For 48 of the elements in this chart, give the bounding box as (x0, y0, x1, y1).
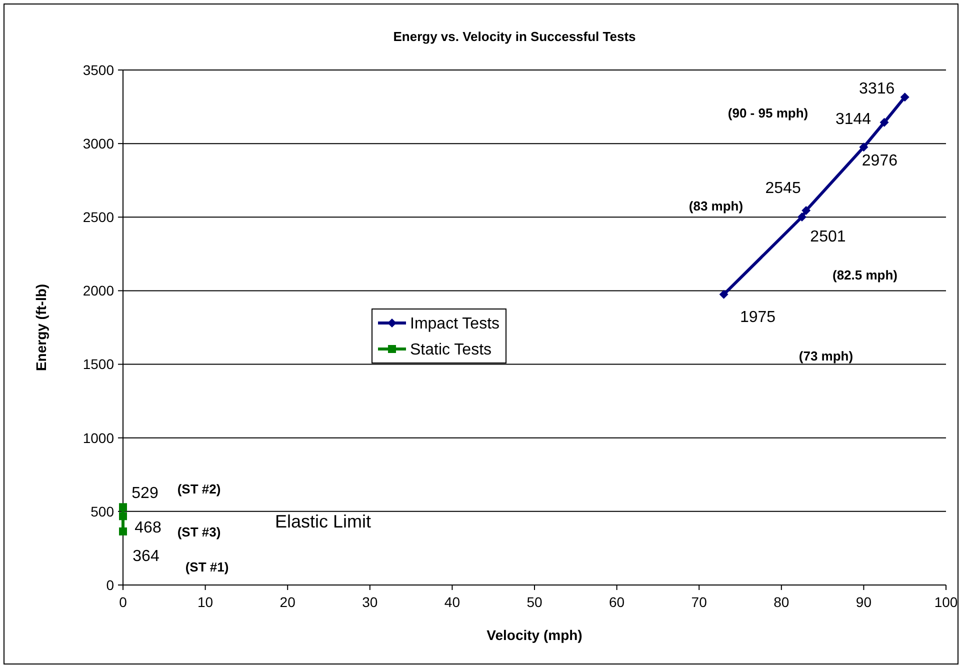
point (802, 206, 811, 216)
y-tick-label: 2500 (82, 209, 114, 226)
data-label: 1975 (740, 308, 776, 326)
annotation: (ST #3) (177, 524, 221, 540)
y-tick-label: 2000 (82, 282, 114, 299)
data-label: 3144 (835, 110, 872, 128)
x-tick-label: 90 (856, 594, 872, 610)
data-label: 2976 (862, 152, 898, 170)
y-tick-label: 1500 (82, 356, 114, 372)
y-tick-label: 3000 (82, 135, 114, 152)
annotation: (83 mph) (688, 198, 744, 214)
x-tick-label: 30 (362, 594, 378, 610)
annotation: (ST #1) (185, 560, 229, 575)
point (119, 527, 127, 536)
annotation: (ST #2) (177, 482, 221, 497)
point (797, 212, 806, 222)
point (859, 142, 868, 152)
y-tick-label: 3500 (82, 62, 114, 78)
data-label: 468 (134, 520, 162, 537)
y-tick-label: 500 (90, 503, 114, 520)
x-tick-label: 10 (198, 594, 214, 610)
x-tick-label: 20 (280, 594, 296, 610)
data-label: 529 (132, 484, 158, 502)
x-tick-label: 80 (774, 594, 790, 610)
y-tick-label: 0 (106, 576, 114, 593)
y-axis-title: Energy (ft-lb) (33, 284, 49, 372)
annotation: (82.5 mph) (832, 268, 898, 283)
annotation: (90 - 95 mph) (728, 106, 808, 121)
x-tick-label: 0 (119, 594, 128, 610)
x-tick-label: 50 (526, 594, 542, 610)
data-label: 3316 (859, 80, 895, 98)
x-tick-label: 70 (691, 594, 708, 610)
legend-label: Impact Tests (410, 316, 500, 333)
legend-label: Static Tests (410, 342, 492, 359)
y-tick-label: 1000 (82, 430, 114, 446)
point (880, 118, 889, 127)
point (900, 92, 910, 102)
chart-title: Energy vs. Velocity in Successful Tests (393, 29, 636, 44)
data-label: 2501 (810, 228, 846, 246)
x-tick-label: 40 (444, 594, 460, 610)
point (719, 290, 728, 299)
annotation: Elastic Limit (274, 511, 372, 532)
data-label: 2545 (765, 180, 801, 198)
annotation: (73 mph) (798, 348, 854, 364)
data-label: 364 (132, 548, 160, 566)
x-tick-label: 60 (609, 594, 625, 610)
x-axis-title: Velocity (mph) (486, 627, 582, 643)
x-tick-label: 100 (934, 594, 958, 610)
